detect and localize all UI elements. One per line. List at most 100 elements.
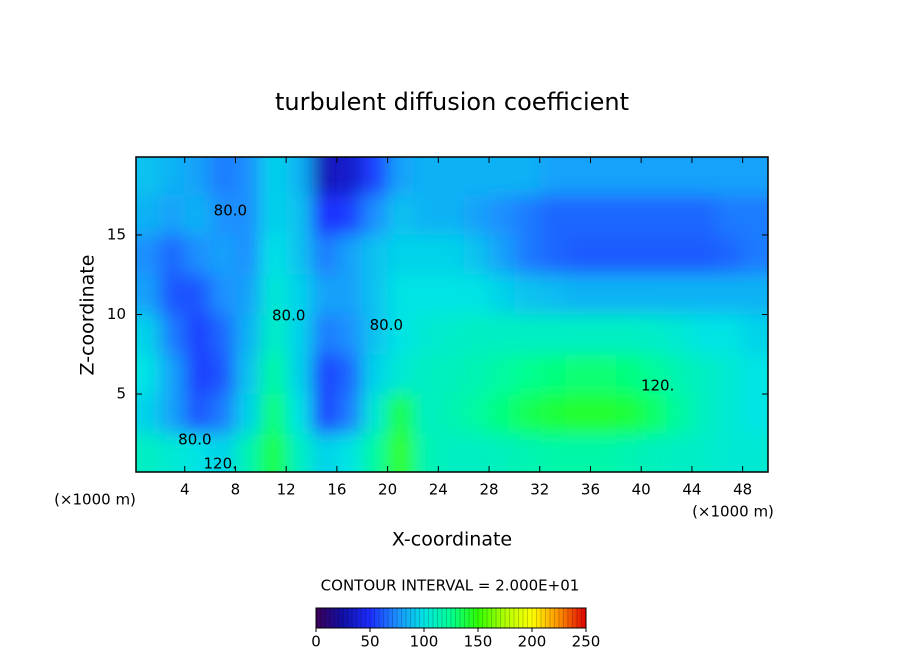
- colorbar-tick-label: 200: [518, 633, 547, 651]
- field-cell: [742, 433, 768, 472]
- field-cell: [210, 433, 236, 472]
- field-cell: [742, 354, 768, 395]
- field-cell: [260, 195, 287, 236]
- field-cell: [615, 274, 642, 315]
- field-cell: [565, 354, 591, 395]
- field-cell: [210, 314, 236, 355]
- field-cell: [235, 314, 262, 355]
- x-tick-label: 48: [733, 481, 752, 499]
- field-cell: [691, 394, 718, 435]
- field-cell: [463, 433, 490, 472]
- field-cell: [691, 195, 718, 236]
- field-cell: [136, 157, 160, 196]
- x-unit-left: (×1000 m): [54, 491, 136, 509]
- field-cell: [260, 314, 287, 355]
- field-cell: [539, 195, 566, 236]
- field-cell: [184, 394, 211, 435]
- field-cell: [615, 394, 642, 435]
- field-cell: [336, 274, 363, 315]
- x-tick-label: 20: [378, 481, 397, 499]
- field-cell: [286, 195, 313, 236]
- field-cell: [336, 314, 363, 355]
- field-cell: [565, 433, 591, 472]
- field-cell: [590, 354, 617, 395]
- colorbar-tick-label: 250: [572, 633, 601, 651]
- field-cell: [286, 394, 313, 435]
- field-cell: [641, 274, 668, 315]
- field-cell: [412, 314, 439, 355]
- field-cell: [336, 234, 363, 276]
- field-cell: [742, 394, 768, 435]
- field-cell: [362, 274, 389, 315]
- field-cell: [514, 234, 541, 276]
- field-cell: [615, 354, 642, 395]
- field-cell: [336, 433, 363, 472]
- field-cell: [159, 354, 186, 395]
- field-cell: [641, 354, 668, 395]
- field-cell: [387, 314, 414, 355]
- field-cell: [539, 234, 566, 276]
- field-cell: [412, 433, 439, 472]
- field-cell: [666, 354, 693, 395]
- field-cell: [463, 314, 490, 355]
- field-cell: [286, 274, 313, 315]
- field-cell: [412, 195, 439, 236]
- field-cell: [539, 433, 566, 472]
- colorbar-tick-label: 0: [311, 633, 321, 651]
- field-cell: [387, 274, 414, 315]
- field-cell: [489, 234, 515, 276]
- field-cell: [691, 274, 718, 315]
- field-cell: [489, 157, 515, 196]
- colorbar-tick-label: 50: [360, 633, 379, 651]
- field-cell: [514, 433, 541, 472]
- field-cell: [666, 433, 693, 472]
- contour-interval: CONTOUR INTERVAL = 2.000E+01: [321, 577, 580, 595]
- field-cell: [666, 157, 693, 196]
- field-cell: [210, 274, 236, 315]
- field-cell: [691, 354, 718, 395]
- field-cell: [412, 234, 439, 276]
- field-cell: [742, 314, 768, 355]
- colorbar-tick-label: 100: [410, 633, 439, 651]
- field-cell: [615, 433, 642, 472]
- colorbar-tick-label: 150: [464, 633, 493, 651]
- field-cell: [438, 195, 465, 236]
- x-tick-label: 36: [581, 481, 600, 499]
- field-cell: [136, 195, 160, 236]
- field-cell: [514, 274, 541, 315]
- x-tick-label: 32: [530, 481, 549, 499]
- y-tick-label: 15: [107, 225, 126, 243]
- field-cell: [286, 354, 313, 395]
- field-cell: [615, 157, 642, 196]
- field-cell: [136, 314, 160, 355]
- field-cell: [666, 394, 693, 435]
- field-cell: [159, 314, 186, 355]
- field-cell: [260, 234, 287, 276]
- x-unit-right: (×1000 m): [692, 503, 774, 521]
- field-cell: [311, 157, 338, 196]
- x-tick-label: 8: [231, 481, 241, 499]
- field-cell: [159, 234, 186, 276]
- field-cell: [311, 394, 338, 435]
- field-cell: [666, 274, 693, 315]
- x-tick-label: 12: [277, 481, 296, 499]
- field-cell: [615, 195, 642, 236]
- field-cell: [159, 195, 186, 236]
- field-cell: [463, 234, 490, 276]
- y-axis-label: Z-coordinate: [77, 255, 99, 376]
- x-tick-label: 16: [327, 481, 346, 499]
- field-cell: [184, 354, 211, 395]
- field: [136, 157, 768, 472]
- field-cell: [438, 234, 465, 276]
- field-cell: [666, 234, 693, 276]
- y-tick-label: 5: [116, 385, 126, 403]
- field-cell: [286, 314, 313, 355]
- field-cell: [565, 195, 591, 236]
- field-cell: [184, 195, 211, 236]
- field-cell: [235, 234, 262, 276]
- field-cell: [489, 314, 515, 355]
- field-cell: [159, 394, 186, 435]
- field-cell: [286, 234, 313, 276]
- field-cell: [489, 354, 515, 395]
- field-cell: [590, 274, 617, 315]
